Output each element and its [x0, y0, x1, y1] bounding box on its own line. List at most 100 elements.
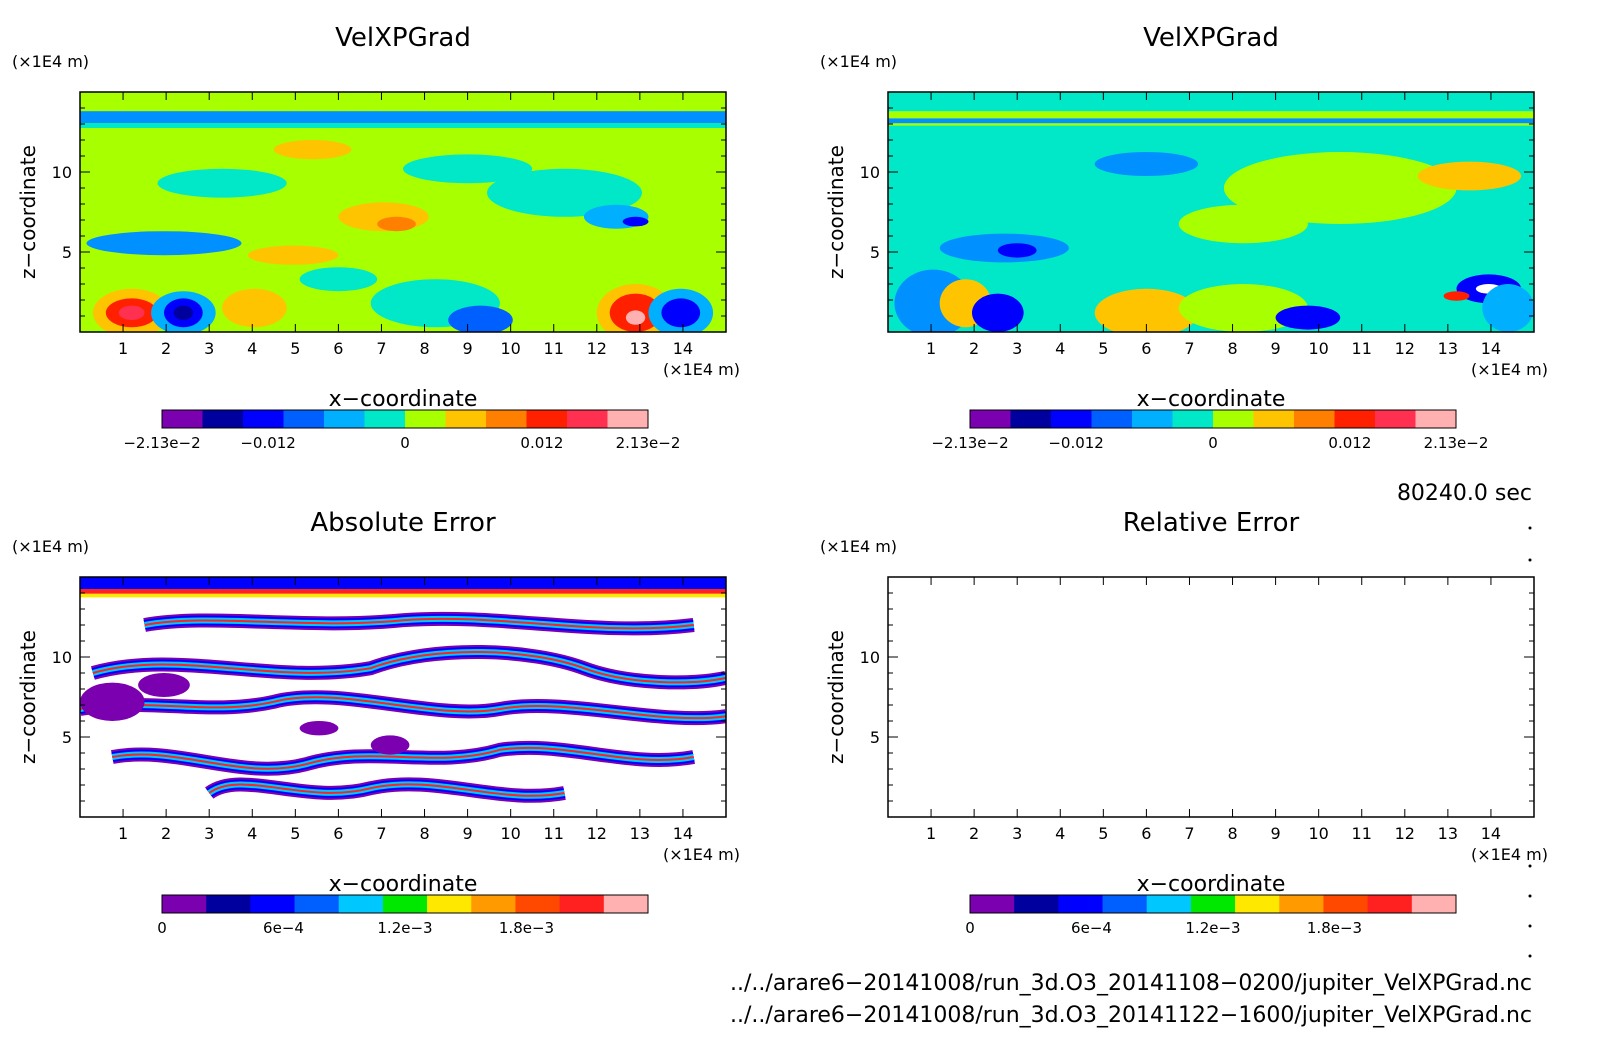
x-tick-label: 12 — [587, 339, 607, 358]
field-band — [888, 118, 1534, 124]
x-tick-label: 4 — [247, 824, 257, 843]
x-tick-label: 8 — [1227, 824, 1237, 843]
colorbar-swatch — [1051, 410, 1092, 428]
colorbar-swatch — [364, 410, 406, 428]
plot-frame — [887, 91, 1535, 333]
plot-frame — [79, 576, 727, 818]
colorbar-label: −0.012 — [240, 434, 296, 452]
colorbar-label: 6e−4 — [1071, 919, 1112, 937]
colorbar-label: 1.8e−3 — [1307, 919, 1362, 937]
colorbar-swatch — [445, 410, 487, 428]
chart-title: Relative Error — [1123, 508, 1300, 538]
colorbar-label: 2.13e−2 — [616, 434, 681, 452]
x-tick-label: 6 — [333, 824, 343, 843]
colorbar-swatch — [486, 410, 527, 428]
field-contour — [222, 288, 287, 328]
field-band — [80, 589, 726, 594]
field-contour — [1417, 161, 1522, 191]
y-unit-label: (×1E4 m) — [12, 52, 89, 71]
field-contour — [661, 298, 701, 328]
colorbar-swatch — [970, 895, 1015, 913]
y-unit-label: (×1E4 m) — [12, 537, 89, 556]
x-tick-label: 10 — [500, 824, 520, 843]
field-contour — [273, 140, 352, 160]
field-contour — [377, 216, 416, 232]
x-tick-label: 3 — [204, 824, 214, 843]
field-contour — [622, 216, 649, 227]
colorbar-swatch — [1102, 895, 1148, 913]
error-contour — [208, 783, 565, 797]
x-tick-label: 5 — [290, 824, 300, 843]
colorbar-swatch — [1323, 895, 1369, 913]
colorbar-swatch — [1132, 410, 1173, 428]
colorbar-swatch — [294, 895, 340, 913]
colorbar-swatch — [471, 895, 516, 913]
colorbar-label: 0 — [400, 434, 410, 452]
colorbar-swatch — [567, 410, 608, 428]
colorbar: −2.13e−2 −0.012 0 0.012 2.13e−2 — [123, 409, 681, 452]
field-contour — [173, 305, 194, 320]
x-tick-label: 2 — [969, 339, 979, 358]
colorbar-label: −2.13e−2 — [123, 434, 200, 452]
x-tick-label: 10 — [1308, 824, 1328, 843]
y-tick-label: 5 — [870, 243, 880, 262]
colorbar-swatch — [1010, 410, 1052, 428]
colorbar-swatch — [206, 895, 251, 913]
x-tick-label: 11 — [1352, 824, 1372, 843]
dot-marker — [1528, 954, 1532, 958]
colorbar: 0 6e−4 1.2e−3 1.8e−3 — [157, 894, 649, 937]
colorbar-swatch — [1279, 895, 1324, 913]
colorbar-frame — [161, 894, 649, 914]
colorbar-swatch — [1146, 895, 1192, 913]
colorbar-swatch — [970, 410, 1011, 428]
time-label: 80240.0 sec — [1397, 481, 1532, 506]
x-unit-label: (×1E4 m) — [1471, 360, 1548, 379]
field-contour — [486, 168, 643, 217]
chart-title: VelXPGrad — [1143, 23, 1279, 53]
colorbar-label: 2.13e−2 — [1424, 434, 1489, 452]
colorbar-swatch — [250, 895, 296, 913]
field-contour — [971, 293, 1024, 332]
x-tick-label: 4 — [1055, 824, 1065, 843]
error-contour — [370, 735, 410, 755]
y-axis-label: z−coordinate — [824, 630, 848, 764]
colorbar-label: 0 — [1208, 434, 1218, 452]
chart-title: Absolute Error — [310, 508, 496, 538]
colorbar-frame — [161, 409, 649, 429]
error-contour — [138, 673, 190, 697]
y-tick-label: 10 — [860, 163, 880, 182]
colorbar-label: 0.012 — [1328, 434, 1371, 452]
x-tick-label: 11 — [1352, 339, 1372, 358]
colorbar-swatch — [1367, 895, 1413, 913]
colorbar: 0 6e−4 1.2e−3 1.8e−3 — [965, 894, 1457, 937]
field-contour — [1178, 284, 1308, 332]
x-tick-label: 14 — [673, 339, 693, 358]
x-tick-label: 5 — [290, 339, 300, 358]
colorbar-swatch — [1014, 895, 1059, 913]
contour-field — [80, 92, 726, 332]
y-axis-label: z−coordinate — [16, 630, 40, 764]
x-tick-label: 1 — [926, 339, 936, 358]
x-tick-label: 1 — [118, 339, 128, 358]
x-tick-label: 3 — [204, 339, 214, 358]
colorbar: −2.13e−2 −0.012 0 0.012 2.13e−2 — [931, 409, 1489, 452]
x-tick-label: 4 — [1055, 339, 1065, 358]
file-path: ../../arare6−20141008/run_3d.O3_20141108… — [730, 971, 1532, 996]
x-axis-label: x−coordinate — [1137, 387, 1286, 412]
colorbar-swatch — [427, 895, 472, 913]
field-contour — [86, 231, 242, 256]
field-contour — [625, 310, 646, 325]
x-unit-label: (×1E4 m) — [663, 845, 740, 864]
colorbar-swatch — [1058, 895, 1104, 913]
colorbar-swatch — [162, 410, 203, 428]
x-axis-label: x−coordinate — [329, 387, 478, 412]
field-contour — [1094, 288, 1199, 332]
colorbar-swatch — [1091, 410, 1133, 428]
plot-frame — [887, 576, 1535, 818]
chart-panel-2: VelXPGrad(×1E4 m)1 2 3 4 5 6 7 8 9 10 11 12 13 14510(… — [820, 23, 1548, 452]
x-tick-label: 8 — [1227, 339, 1237, 358]
x-tick-label: 9 — [1271, 824, 1281, 843]
y-tick-label: 5 — [62, 728, 72, 747]
colorbar-label: 1.2e−3 — [1185, 919, 1240, 937]
colorbar-swatch — [1190, 895, 1236, 913]
